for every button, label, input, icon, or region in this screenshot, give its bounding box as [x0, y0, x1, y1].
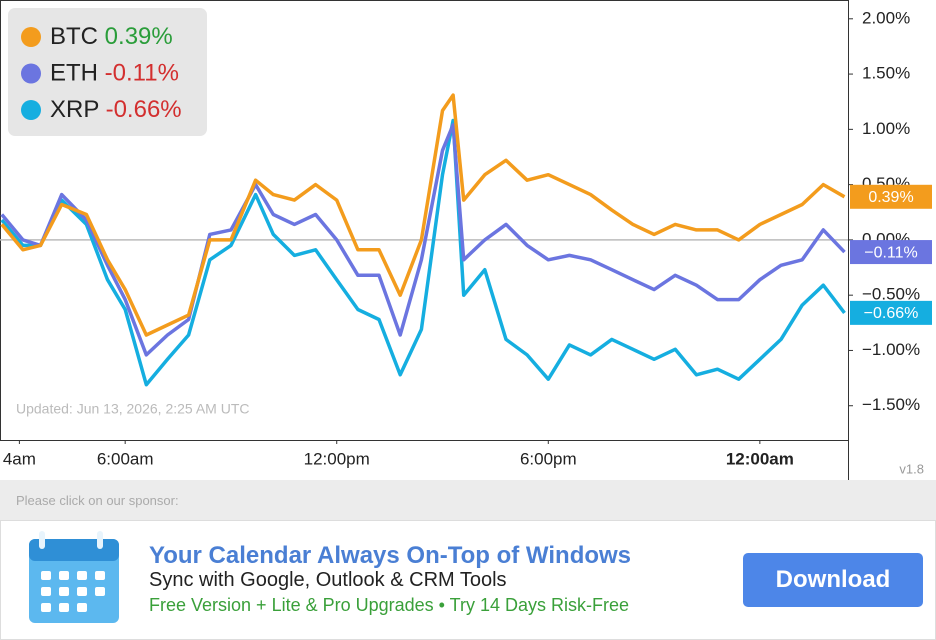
y-tick-label: −1.00% [862, 340, 920, 359]
chart: Updated: Jun 13, 2026, 2:25 AM UTC v1.8 … [0, 0, 932, 480]
x-tick-label: 12:00am [726, 449, 794, 468]
ad-text: Sync with Google, Outlook & CRM Tools [149, 569, 507, 591]
legend-value: 0.39% [105, 23, 173, 50]
end-label-box [850, 300, 932, 325]
legend-entry: XRP -0.66% [50, 96, 182, 123]
end-label-box [850, 184, 932, 209]
end-label: −0.66% [864, 305, 919, 322]
legend-box [8, 8, 207, 136]
x-tick-label: 6:00pm [520, 449, 577, 468]
version: v1.8 [899, 461, 924, 476]
updated-note: Updated: Jun 13, 2026, 2:25 AM UTC [16, 401, 249, 417]
y-tick-label: 1.50% [862, 64, 910, 83]
legend-marker [21, 100, 41, 120]
legend-name: BTC [50, 23, 98, 50]
legend-entry: BTC 0.39% [50, 23, 173, 50]
y-tick-label: −1.50% [862, 395, 920, 414]
legend-name: ETH [50, 60, 98, 87]
legend-marker [21, 63, 41, 84]
ad-title[interactable]: Your Calendar Always On-Top of Windows [149, 542, 632, 569]
ad[interactable]: Your Calendar Always On-Top of Windows S… [0, 520, 936, 640]
x-tick-label: 12:00pm [304, 449, 370, 468]
sponsor-bar: Please click on our sponsor: [0, 480, 936, 520]
series-line [0, 123, 846, 357]
download-button[interactable]: Download [743, 553, 923, 607]
calendar-icon [29, 531, 119, 623]
legend-entry: ETH -0.11% [50, 60, 179, 87]
sponsor-note: Please click on our sponsor: [16, 493, 179, 508]
end-label: −0.11% [864, 244, 918, 261]
end-label-box [850, 240, 932, 265]
end-label: 0.39% [868, 189, 913, 206]
legend-name: XRP [50, 96, 99, 123]
series-line [0, 93, 846, 337]
x-tick-label: 4am [3, 449, 36, 468]
legend-value: -0.11% [105, 60, 179, 87]
y-tick-label: 1.00% [862, 119, 910, 138]
x-tick-label: 6:00am [97, 449, 154, 468]
y-tick-label: 2.00% [862, 8, 910, 27]
y-tick-label: −0.50% [862, 285, 920, 304]
legend-value: -0.66% [106, 96, 182, 123]
ad-text: Free Version + Lite & Pro Upgrades • Try… [149, 595, 629, 615]
series-line [0, 118, 846, 387]
legend-marker [21, 27, 41, 47]
